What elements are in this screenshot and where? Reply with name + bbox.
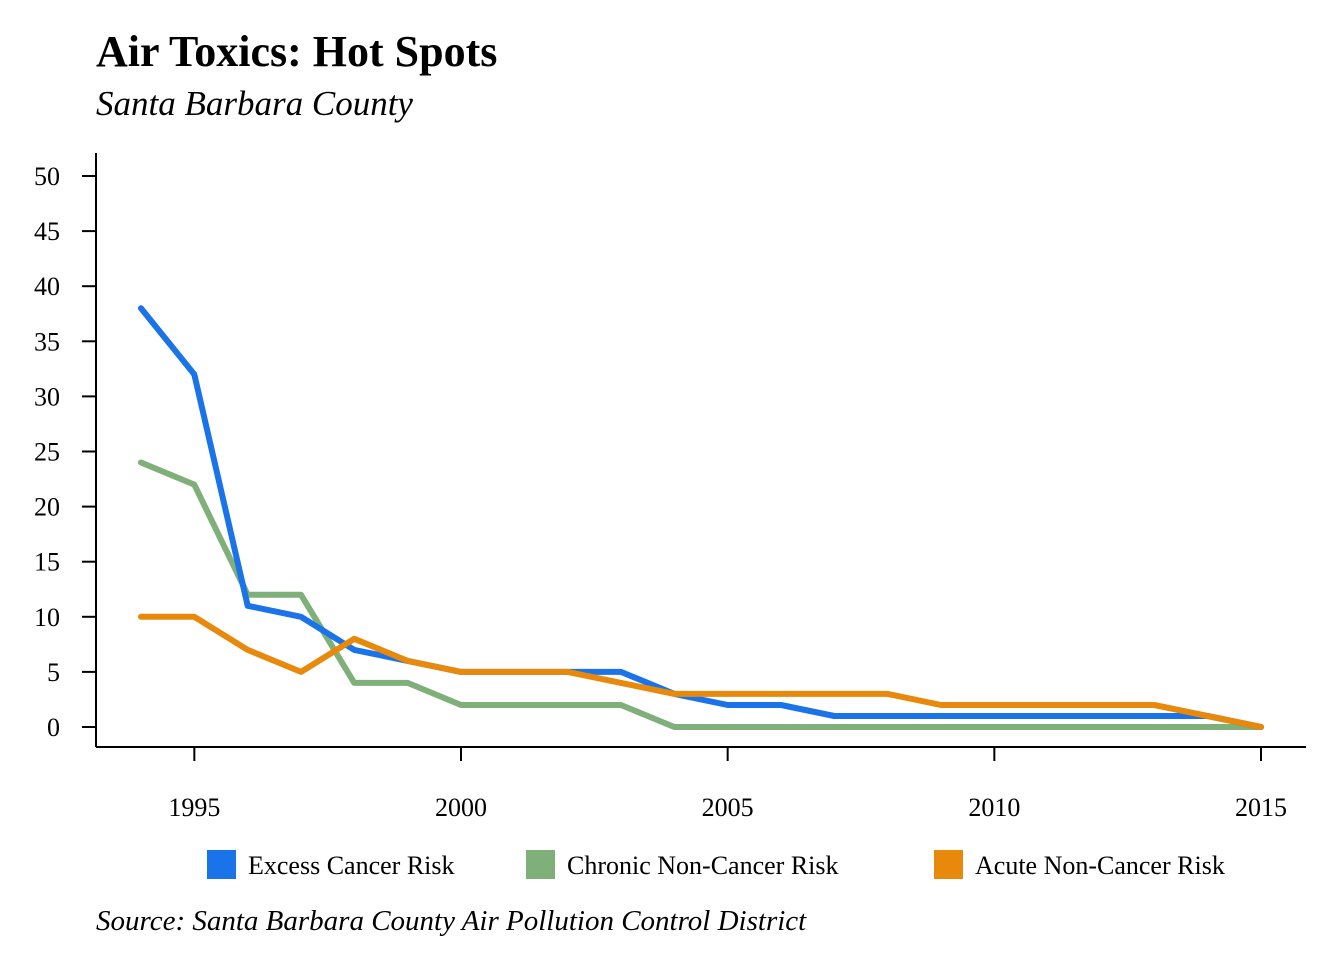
chart-title: Air Toxics: Hot Spots — [96, 27, 498, 76]
legend-swatch-acute-non-cancer-risk — [934, 850, 963, 879]
y-tick-label: 35 — [34, 327, 60, 356]
series-line-excess-cancer-risk — [138, 305, 1264, 730]
chart-series — [138, 305, 1264, 730]
y-tick-label: 40 — [34, 272, 60, 301]
legend-swatch-chronic-non-cancer-risk — [526, 850, 555, 879]
y-tick-label: 25 — [34, 438, 60, 467]
chart-subtitle: Santa Barbara County — [96, 84, 413, 123]
y-tick-label: 0 — [47, 713, 60, 742]
chart-legend: Excess Cancer Risk Chronic Non-Cancer Ris… — [207, 850, 1225, 880]
y-tick-label: 15 — [34, 548, 60, 577]
y-tick-label: 45 — [34, 217, 60, 246]
legend-label-acute-non-cancer-risk: Acute Non-Cancer Risk — [975, 851, 1225, 880]
y-tick-label: 20 — [34, 493, 60, 522]
y-tick-label: 10 — [34, 603, 60, 632]
y-tick-label: 5 — [47, 658, 60, 687]
chart-source-note: Source: Santa Barbara County Air Polluti… — [96, 905, 807, 937]
legend-label-excess-cancer-risk: Excess Cancer Risk — [248, 851, 455, 880]
series-line-acute-non-cancer-risk — [138, 613, 1264, 730]
x-tick-label: 2015 — [1235, 793, 1287, 822]
chart-axes: 0 5 10 15 20 25 30 35 40 45 50 1995 2000 2005 2010 2015 — [34, 153, 1306, 822]
legend-label-chronic-non-cancer-risk: Chronic Non-Cancer Risk — [567, 851, 839, 880]
series-line-chronic-non-cancer-risk — [138, 459, 1264, 730]
x-tick-label: 2005 — [702, 793, 754, 822]
x-tick-label: 2010 — [968, 793, 1020, 822]
legend-swatch-excess-cancer-risk — [207, 850, 236, 879]
y-tick-label: 30 — [34, 382, 60, 411]
x-tick-label: 1995 — [168, 793, 220, 822]
y-tick-label: 50 — [34, 162, 60, 191]
x-tick-label: 2000 — [435, 793, 487, 822]
